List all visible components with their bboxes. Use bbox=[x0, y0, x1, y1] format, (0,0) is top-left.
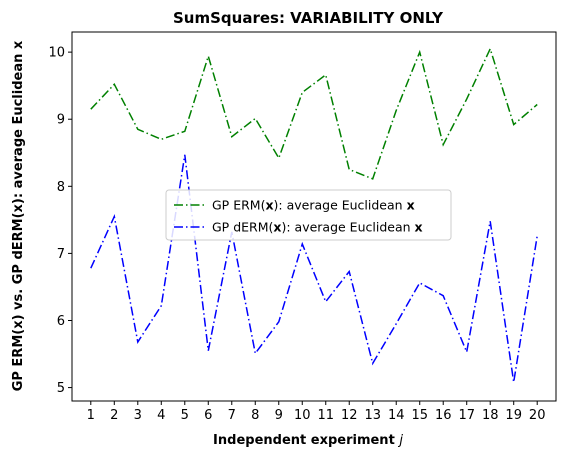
x-axis-label-var: j bbox=[397, 433, 403, 448]
y-axis: 5 6 7 8 9 10 bbox=[48, 46, 72, 396]
x-tick-label: 19 bbox=[505, 408, 522, 423]
y-tick-label: 6 bbox=[57, 314, 65, 329]
y-tick-label: 5 bbox=[57, 381, 65, 396]
x-tick-label: 12 bbox=[341, 408, 358, 423]
x-axis-label-main: Independent experiment bbox=[213, 433, 399, 448]
x-tick-label: 14 bbox=[388, 408, 405, 423]
x-tick-label: 4 bbox=[157, 408, 165, 423]
plot-content bbox=[90, 46, 538, 383]
x-tick-label: 3 bbox=[134, 408, 142, 423]
x-tick-label: 18 bbox=[482, 408, 499, 423]
legend-label-2: GP dERM(x): average Euclidean x bbox=[212, 220, 423, 235]
x-tick-label: 8 bbox=[251, 408, 259, 423]
x-tick-label: 15 bbox=[411, 408, 428, 423]
plot-frame bbox=[71, 31, 557, 402]
y-tick-label: 9 bbox=[57, 113, 65, 128]
y-axis-label: GP ERM(x) vs. GP dERM(x): average Euclid… bbox=[11, 40, 26, 391]
series-line-2 bbox=[90, 154, 538, 383]
legend-box bbox=[165, 189, 452, 241]
x-tick-label: 13 bbox=[364, 408, 381, 423]
x-axis: 1 2 3 4 5 6 7 8 9 10 11 12 13 14 15 16 17 18 19 20 bbox=[87, 401, 546, 423]
x-tick-label: 10 bbox=[294, 408, 311, 423]
x-tick-label: 9 bbox=[275, 408, 283, 423]
x-tick-label: 20 bbox=[529, 408, 546, 423]
x-tick-label: 17 bbox=[458, 408, 475, 423]
legend-label-1: GP ERM(x): average Euclidean x bbox=[212, 198, 415, 213]
series-line-1 bbox=[90, 46, 538, 180]
x-tick-label: 16 bbox=[435, 408, 452, 423]
x-tick-label: 11 bbox=[317, 408, 334, 423]
y-tick-label: 7 bbox=[57, 247, 65, 262]
x-tick-label: 6 bbox=[204, 408, 212, 423]
x-tick-label: 1 bbox=[87, 408, 95, 423]
x-tick-label: 2 bbox=[110, 408, 118, 423]
x-tick-label: 7 bbox=[228, 408, 236, 423]
chart-title: SumSquares: VARIABILITY ONLY bbox=[173, 9, 444, 27]
y-tick-label: 10 bbox=[48, 46, 65, 61]
x-axis-label: Independent experiment j bbox=[213, 433, 403, 448]
y-tick-label: 8 bbox=[57, 180, 65, 195]
legend: GP ERM(x): average Euclidean x GP dERM(x)… bbox=[165, 189, 452, 241]
x-tick-label: 5 bbox=[181, 408, 189, 423]
